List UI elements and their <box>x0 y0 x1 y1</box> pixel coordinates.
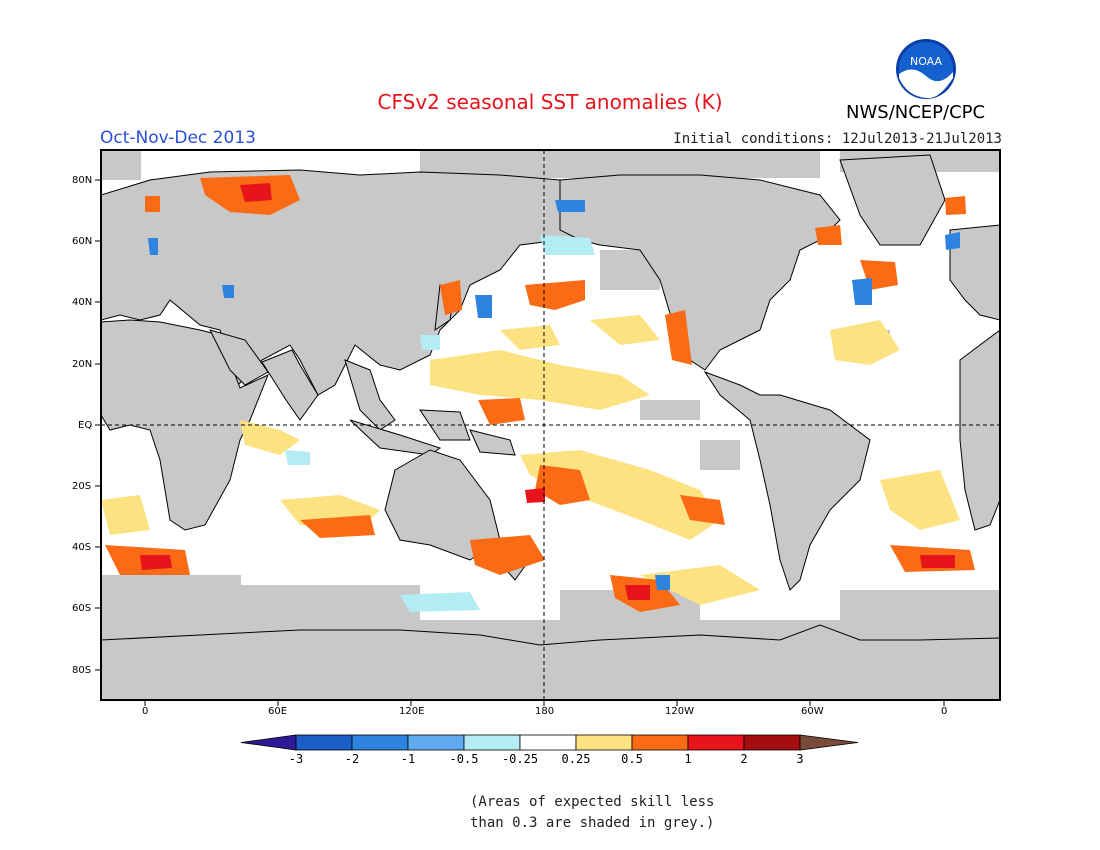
colorbar-label: 0.5 <box>621 752 643 766</box>
lat-label: 20N <box>72 359 93 370</box>
colorbar-label: 2 <box>740 752 748 766</box>
map-title: CFSv2 seasonal SST anomalies (K) <box>377 90 723 114</box>
land-masses <box>101 154 1000 700</box>
lat-label: 40S <box>72 542 92 553</box>
lon-ticks <box>144 700 945 706</box>
noaa-logo-icon: NOAA <box>896 39 956 99</box>
lon-label: 60W <box>801 706 824 717</box>
skill-note: (Areas of expected skill less than 0.3 a… <box>470 792 730 834</box>
cool-anomaly-blue <box>148 200 960 590</box>
lat-label: 60S <box>72 603 92 614</box>
lat-label: 80N <box>72 175 93 186</box>
colorbar-label: -0.25 <box>501 752 539 766</box>
initial-conditions: Initial conditions: 12Jul2013-21Jul2013 <box>673 131 1002 147</box>
lon-label: 0 <box>142 706 149 717</box>
colorbar-label: 1 <box>684 752 692 766</box>
lon-label: 180 <box>535 706 555 717</box>
colorbar-cell <box>631 734 689 751</box>
colorbar-label: -1 <box>400 752 416 766</box>
lat-ticks <box>95 179 101 671</box>
colorbar-cell <box>295 734 353 751</box>
lat-label: 20S <box>72 481 92 492</box>
agency-label: NWS/NCEP/CPC <box>846 102 986 123</box>
colorbar-cell <box>240 734 297 751</box>
colorbar-label: -0.5 <box>449 752 479 766</box>
lat-label: EQ <box>78 420 93 431</box>
colorbar-cell <box>743 734 801 751</box>
lat-label: 60N <box>72 236 93 247</box>
forecast-period: Oct-Nov-Dec 2013 <box>100 128 256 148</box>
colorbar-label: -2 <box>344 752 360 766</box>
lon-label: 60E <box>268 706 288 717</box>
colorbar-label: 0.25 <box>561 752 591 766</box>
colorbar-cell <box>799 734 859 751</box>
colorbar-cell <box>519 734 577 751</box>
skill-note-line: (Areas of expected skill less <box>470 794 715 810</box>
colorbar-cell <box>463 734 521 751</box>
lat-label: 40N <box>72 297 93 308</box>
colorbar-cell <box>351 734 409 751</box>
svg-text:NOAA: NOAA <box>910 55 943 68</box>
colorbar-label: -3 <box>288 752 304 766</box>
cool-anomaly-light <box>285 235 595 612</box>
colorbar-cell <box>575 734 633 751</box>
colorbar-label: 3 <box>796 752 804 766</box>
lon-label: 0 <box>941 706 948 717</box>
lon-label: 120E <box>399 706 425 717</box>
warm-anomaly-red <box>140 183 955 600</box>
lon-label: 120W <box>665 706 694 717</box>
lat-label: 80S <box>72 665 92 676</box>
colorbar-cell <box>687 734 745 751</box>
colorbar-cell <box>407 734 465 751</box>
skill-note-line: than 0.3 are shaded in grey.) <box>470 815 715 831</box>
